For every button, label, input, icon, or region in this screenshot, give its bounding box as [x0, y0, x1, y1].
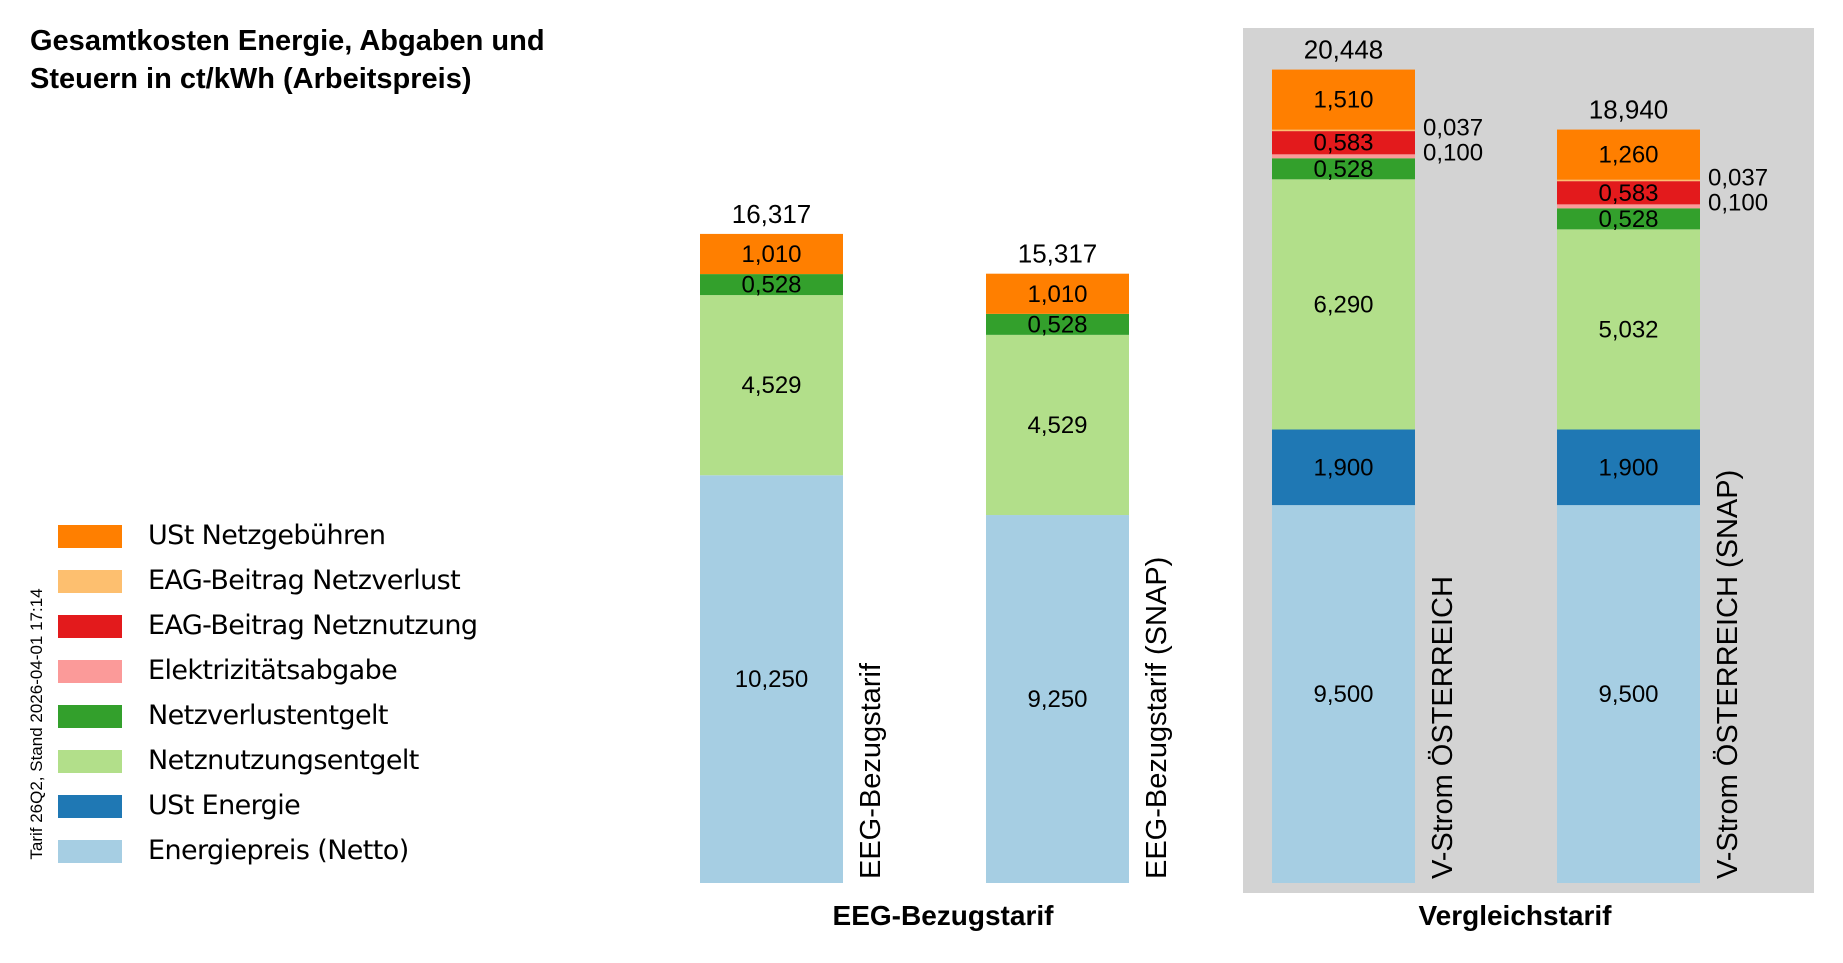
category-label: V-Strom ÖSTERREICH (SNAP) [1712, 470, 1744, 879]
data-label: 5,032 [1598, 316, 1658, 343]
legend-label: EAG-Beitrag Netzverlust [148, 565, 461, 596]
data-label: 0,528 [1598, 206, 1658, 233]
total-label: 18,940 [1589, 95, 1669, 125]
data-label: 1,900 [1598, 454, 1658, 481]
data-label: 4,529 [1027, 412, 1087, 439]
bar-segment [700, 274, 843, 296]
data-label: 1,510 [1313, 87, 1373, 114]
legend-swatch [58, 660, 122, 683]
legend-item: Netzverlustentgelt [58, 700, 498, 731]
data-label: 10,250 [735, 666, 808, 693]
bar-segment [1557, 181, 1700, 205]
data-label: 9,250 [1027, 686, 1087, 713]
legend-label: Energiepreis (Netto) [148, 835, 409, 866]
data-label-outside: 0,037 [1708, 164, 1768, 191]
bar-segment [1557, 179, 1700, 182]
legend-label: Elektrizitätsabgabe [148, 655, 398, 686]
chart-title-line-2: Steuern in ct/kWh (Arbeitspreis) [30, 63, 472, 95]
group-label: EEG-Bezugstarif [833, 900, 1055, 931]
legend-item: USt Netzgebühren [58, 520, 498, 551]
bar-segment [1272, 154, 1415, 159]
bar-segment [1272, 179, 1415, 430]
bar-segment [1272, 429, 1415, 506]
legend-swatch [58, 750, 122, 773]
legend-item: USt Energie [58, 790, 498, 821]
data-label: 0,528 [741, 272, 801, 299]
data-label: 0,583 [1313, 130, 1373, 157]
data-label: 4,529 [741, 372, 801, 399]
data-label: 0,528 [1027, 311, 1087, 338]
bar-segment [1272, 505, 1415, 883]
bar-segment [986, 313, 1129, 335]
bar-segment [1557, 129, 1700, 180]
legend-item: Energiepreis (Netto) [58, 835, 498, 866]
category-label: EEG-Bezugstarif [855, 662, 887, 879]
data-label: 9,500 [1598, 681, 1658, 708]
total-label: 20,448 [1304, 35, 1384, 65]
data-label: 1,260 [1598, 142, 1658, 169]
bar-segment [700, 295, 843, 476]
chart-title: Gesamtkosten Energie, Abgaben und Steuern… [30, 22, 650, 98]
bar-segment [1272, 131, 1415, 155]
total-label: 15,317 [1018, 239, 1098, 269]
legend-label: Netzverlustentgelt [148, 700, 388, 731]
data-label: 1,900 [1313, 454, 1373, 481]
legend-swatch [58, 615, 122, 638]
bar-segment [986, 334, 1129, 516]
data-label: 1,010 [741, 241, 801, 268]
legend-swatch [58, 525, 122, 548]
bar-segment [986, 515, 1129, 883]
legend-swatch [58, 570, 122, 593]
legend-item: Elektrizitätsabgabe [58, 655, 498, 686]
data-label: 0,583 [1598, 180, 1658, 207]
bar-segment [1272, 158, 1415, 180]
data-label: 0,528 [1313, 156, 1373, 183]
legend-label: USt Energie [148, 790, 301, 821]
data-label-outside: 0,037 [1423, 114, 1483, 141]
bar-segment [1557, 429, 1700, 506]
bar-segment [700, 475, 843, 883]
data-label-outside: 0,100 [1708, 189, 1768, 216]
total-label: 16,317 [732, 199, 812, 229]
data-label: 1,010 [1027, 281, 1087, 308]
bar-segment [1557, 204, 1700, 209]
bar-segment [1557, 505, 1700, 883]
legend-swatch [58, 705, 122, 728]
legend-item: EAG-Beitrag Netzverlust [58, 565, 498, 596]
data-label: 6,290 [1313, 291, 1373, 318]
bar-segment [1272, 69, 1415, 130]
data-label-outside: 0,100 [1423, 139, 1483, 166]
bar-segment [1557, 208, 1700, 230]
legend-item: Netznutzungsentgelt [58, 745, 498, 776]
legend-swatch [58, 840, 122, 863]
category-label: EEG-Bezugstarif (SNAP) [1141, 557, 1173, 879]
group-label: Vergleichstarif [1419, 900, 1613, 931]
bar-segment [986, 273, 1129, 314]
legend-label: EAG-Beitrag Netznutzung [148, 610, 478, 641]
data-label: 9,500 [1313, 681, 1373, 708]
legend-label: Netznutzungsentgelt [148, 745, 419, 776]
bar-segment [1272, 129, 1415, 132]
legend-label: USt Netzgebühren [148, 520, 386, 551]
legend-swatch [58, 795, 122, 818]
chart-title-line-1: Gesamtkosten Energie, Abgaben und [30, 25, 545, 57]
category-label: V-Strom ÖSTERREICH [1427, 576, 1459, 879]
bar-segment [700, 233, 843, 275]
bar-segment [1557, 229, 1700, 430]
legend-item: EAG-Beitrag Netznutzung [58, 610, 498, 641]
